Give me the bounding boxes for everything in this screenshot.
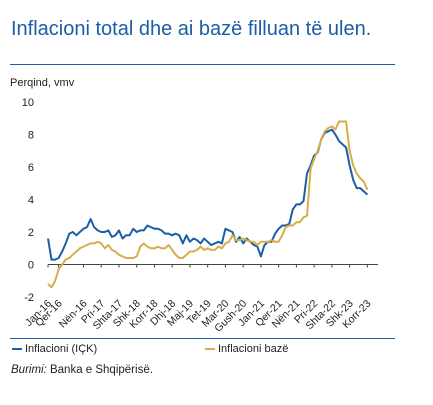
series-line-core (47, 120, 369, 289)
source-label: Burimi: (11, 364, 47, 376)
series-group (47, 120, 369, 289)
source-text: Banka e Shqipërisë. (46, 364, 153, 376)
x-ticks: Jan-16Qer-16Nën-16Pri-17Shta-17Shk-18Kor… (23, 264, 374, 335)
legend-swatch-total (12, 348, 22, 351)
legend-label-core: Inflacioni bazë (218, 343, 289, 355)
y-axis-label: Perqind, vmv (10, 77, 75, 89)
legend-item-core: Inflacioni bazë (205, 343, 288, 355)
legend-item-total: Inflacioni (IÇK) (12, 343, 97, 355)
y-tick-label: 0 (28, 260, 34, 272)
chart: Perqind, vmv -2 0 2 4 6 8 10 Jan-16Qer-16Nën-1… (10, 77, 378, 335)
y-ticks: -2 0 2 4 6 8 10 (22, 97, 34, 304)
y-tick-label: 4 (28, 195, 34, 207)
y-tick-label: 10 (22, 97, 34, 109)
legend-swatch-core (205, 348, 215, 351)
chart-title: Inflacioni total dhe ai bazë filluan të … (11, 18, 372, 40)
source-note: Burimi: Banka e Shqipërisë. (11, 364, 153, 376)
title-rule (10, 64, 395, 65)
legend-label-total: Inflacioni (IÇK) (25, 343, 98, 355)
y-tick-label: 8 (28, 130, 34, 142)
y-tick-label: -2 (24, 292, 34, 304)
y-tick-label: 6 (28, 162, 34, 174)
legend-top-rule (10, 338, 395, 339)
series-line-total (47, 128, 369, 261)
y-tick-label: 2 (28, 227, 34, 239)
